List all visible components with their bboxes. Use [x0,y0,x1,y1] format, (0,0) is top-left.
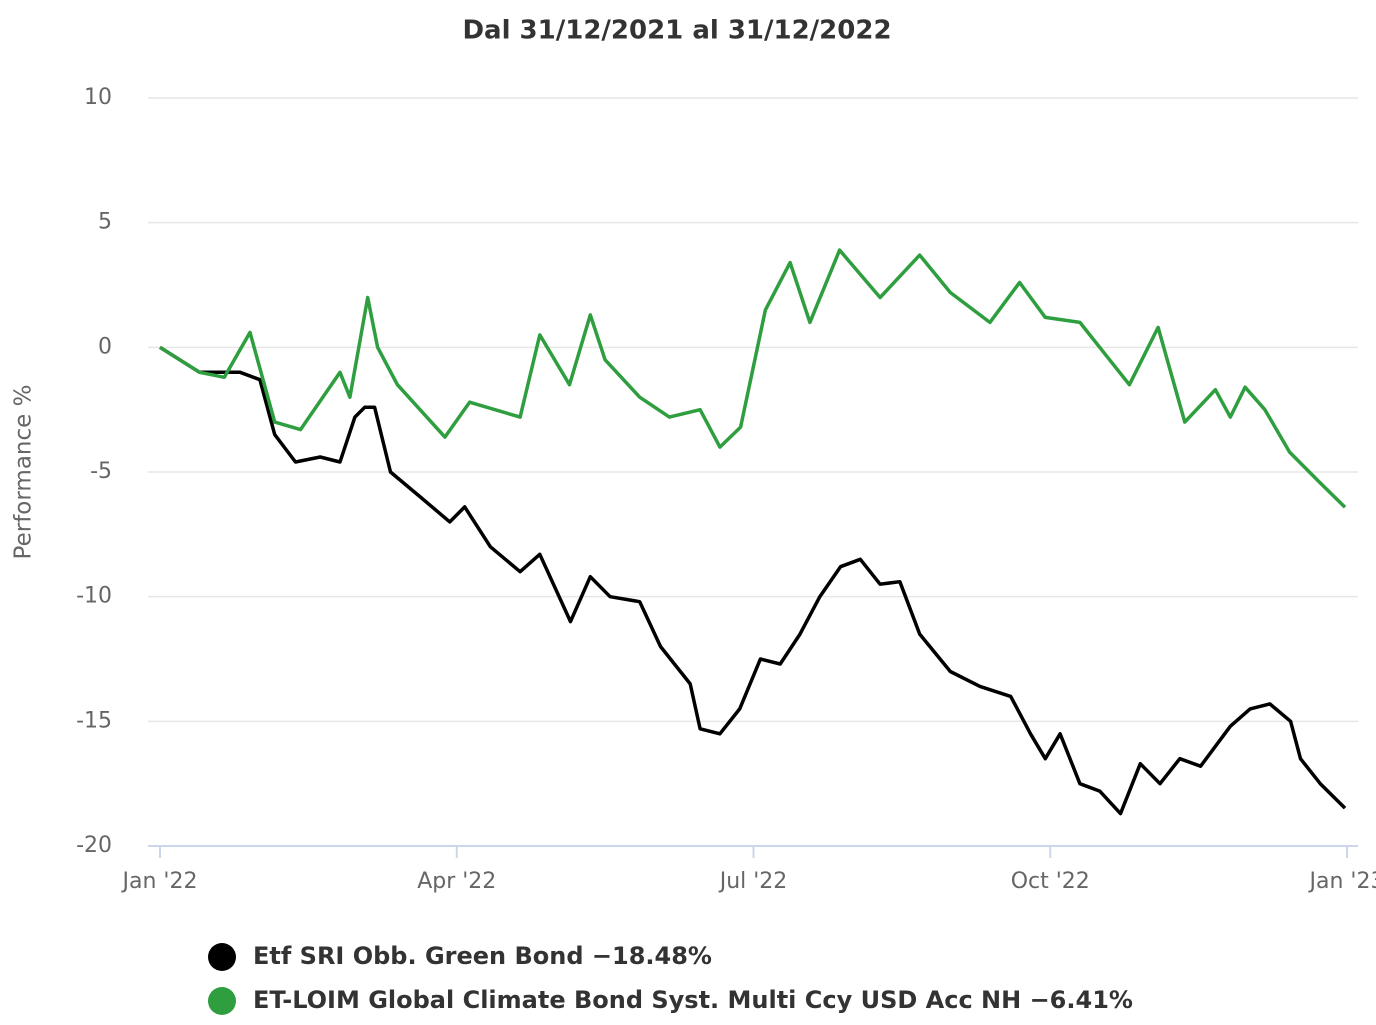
legend-marker [208,943,236,971]
y-axis-label: Performance % [11,385,37,560]
series-line [159,345,1347,816]
legend-label: ET-LOIM Global Climate Bond Syst. Multi … [253,986,1133,1014]
legend-marker [208,987,236,1015]
series-line [159,248,1347,509]
x-tick-label: Jan '23 [1308,869,1376,894]
y-tick-label: 10 [84,85,112,110]
y-tick-label: -20 [76,833,112,858]
x-tick-label: Apr '22 [417,869,496,894]
y-tick-label: -10 [76,584,112,609]
y-tick-label: 5 [98,210,112,235]
legend-label: Etf SRI Obb. Green Bond −18.48% [253,942,712,970]
x-tick-label: Jan '22 [121,869,198,894]
y-tick-label: -15 [76,708,112,733]
y-tick-label: 0 [98,334,112,359]
y-tick-label: -5 [90,459,112,484]
x-tick-label: Jul '22 [718,869,788,894]
chart-title: Dal 31/12/2021 al 31/12/2022 [462,16,891,46]
x-tick-label: Oct '22 [1011,869,1090,894]
